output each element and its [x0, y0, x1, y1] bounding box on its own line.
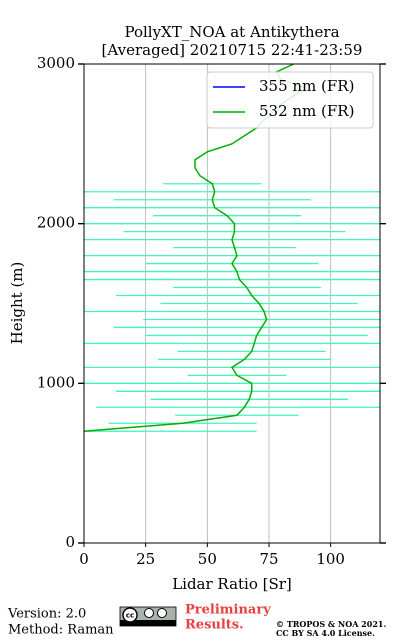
legend-label: 532 nm (FR) [259, 102, 354, 120]
chart-title: PollyXT_NOA at Antikythera [124, 23, 339, 41]
y-tick-label: 3000 [37, 54, 75, 72]
legend-label: 355 nm (FR) [259, 77, 354, 95]
y-axis-label: Height (m) [8, 262, 26, 345]
plot-area [84, 64, 380, 543]
legend-box [206, 71, 374, 129]
preliminary: Preliminary [185, 603, 271, 618]
version: Version: 2.0 [7, 607, 86, 622]
license: CC BY SA 4.0 License. [276, 628, 375, 638]
x-axis-label: Lidar Ratio [Sr] [172, 575, 292, 593]
y-tick-label: 2000 [37, 214, 75, 232]
svg-text:cc: cc [126, 612, 134, 620]
x-tick-label: 0 [79, 550, 89, 568]
copyright: © TROPOS & NOA 2021. [276, 619, 386, 629]
y-tick-label: 0 [65, 533, 75, 551]
plot-frame [83, 63, 381, 544]
chart-subtitle: [Averaged] 20210715 22:41-23:59 [102, 41, 363, 59]
x-tick-label: 75 [259, 550, 278, 568]
x-tick-label: 100 [316, 550, 345, 568]
cc-logo: cc [119, 606, 177, 627]
x-tick-label: 50 [198, 550, 217, 568]
x-tick-label: 25 [136, 550, 155, 568]
method: Method: Raman [8, 623, 114, 638]
y-tick-label: 1000 [37, 373, 75, 391]
preliminary: Results. [185, 618, 244, 633]
legend: 355 nm (FR) 532 nm (FR) [206, 71, 374, 129]
